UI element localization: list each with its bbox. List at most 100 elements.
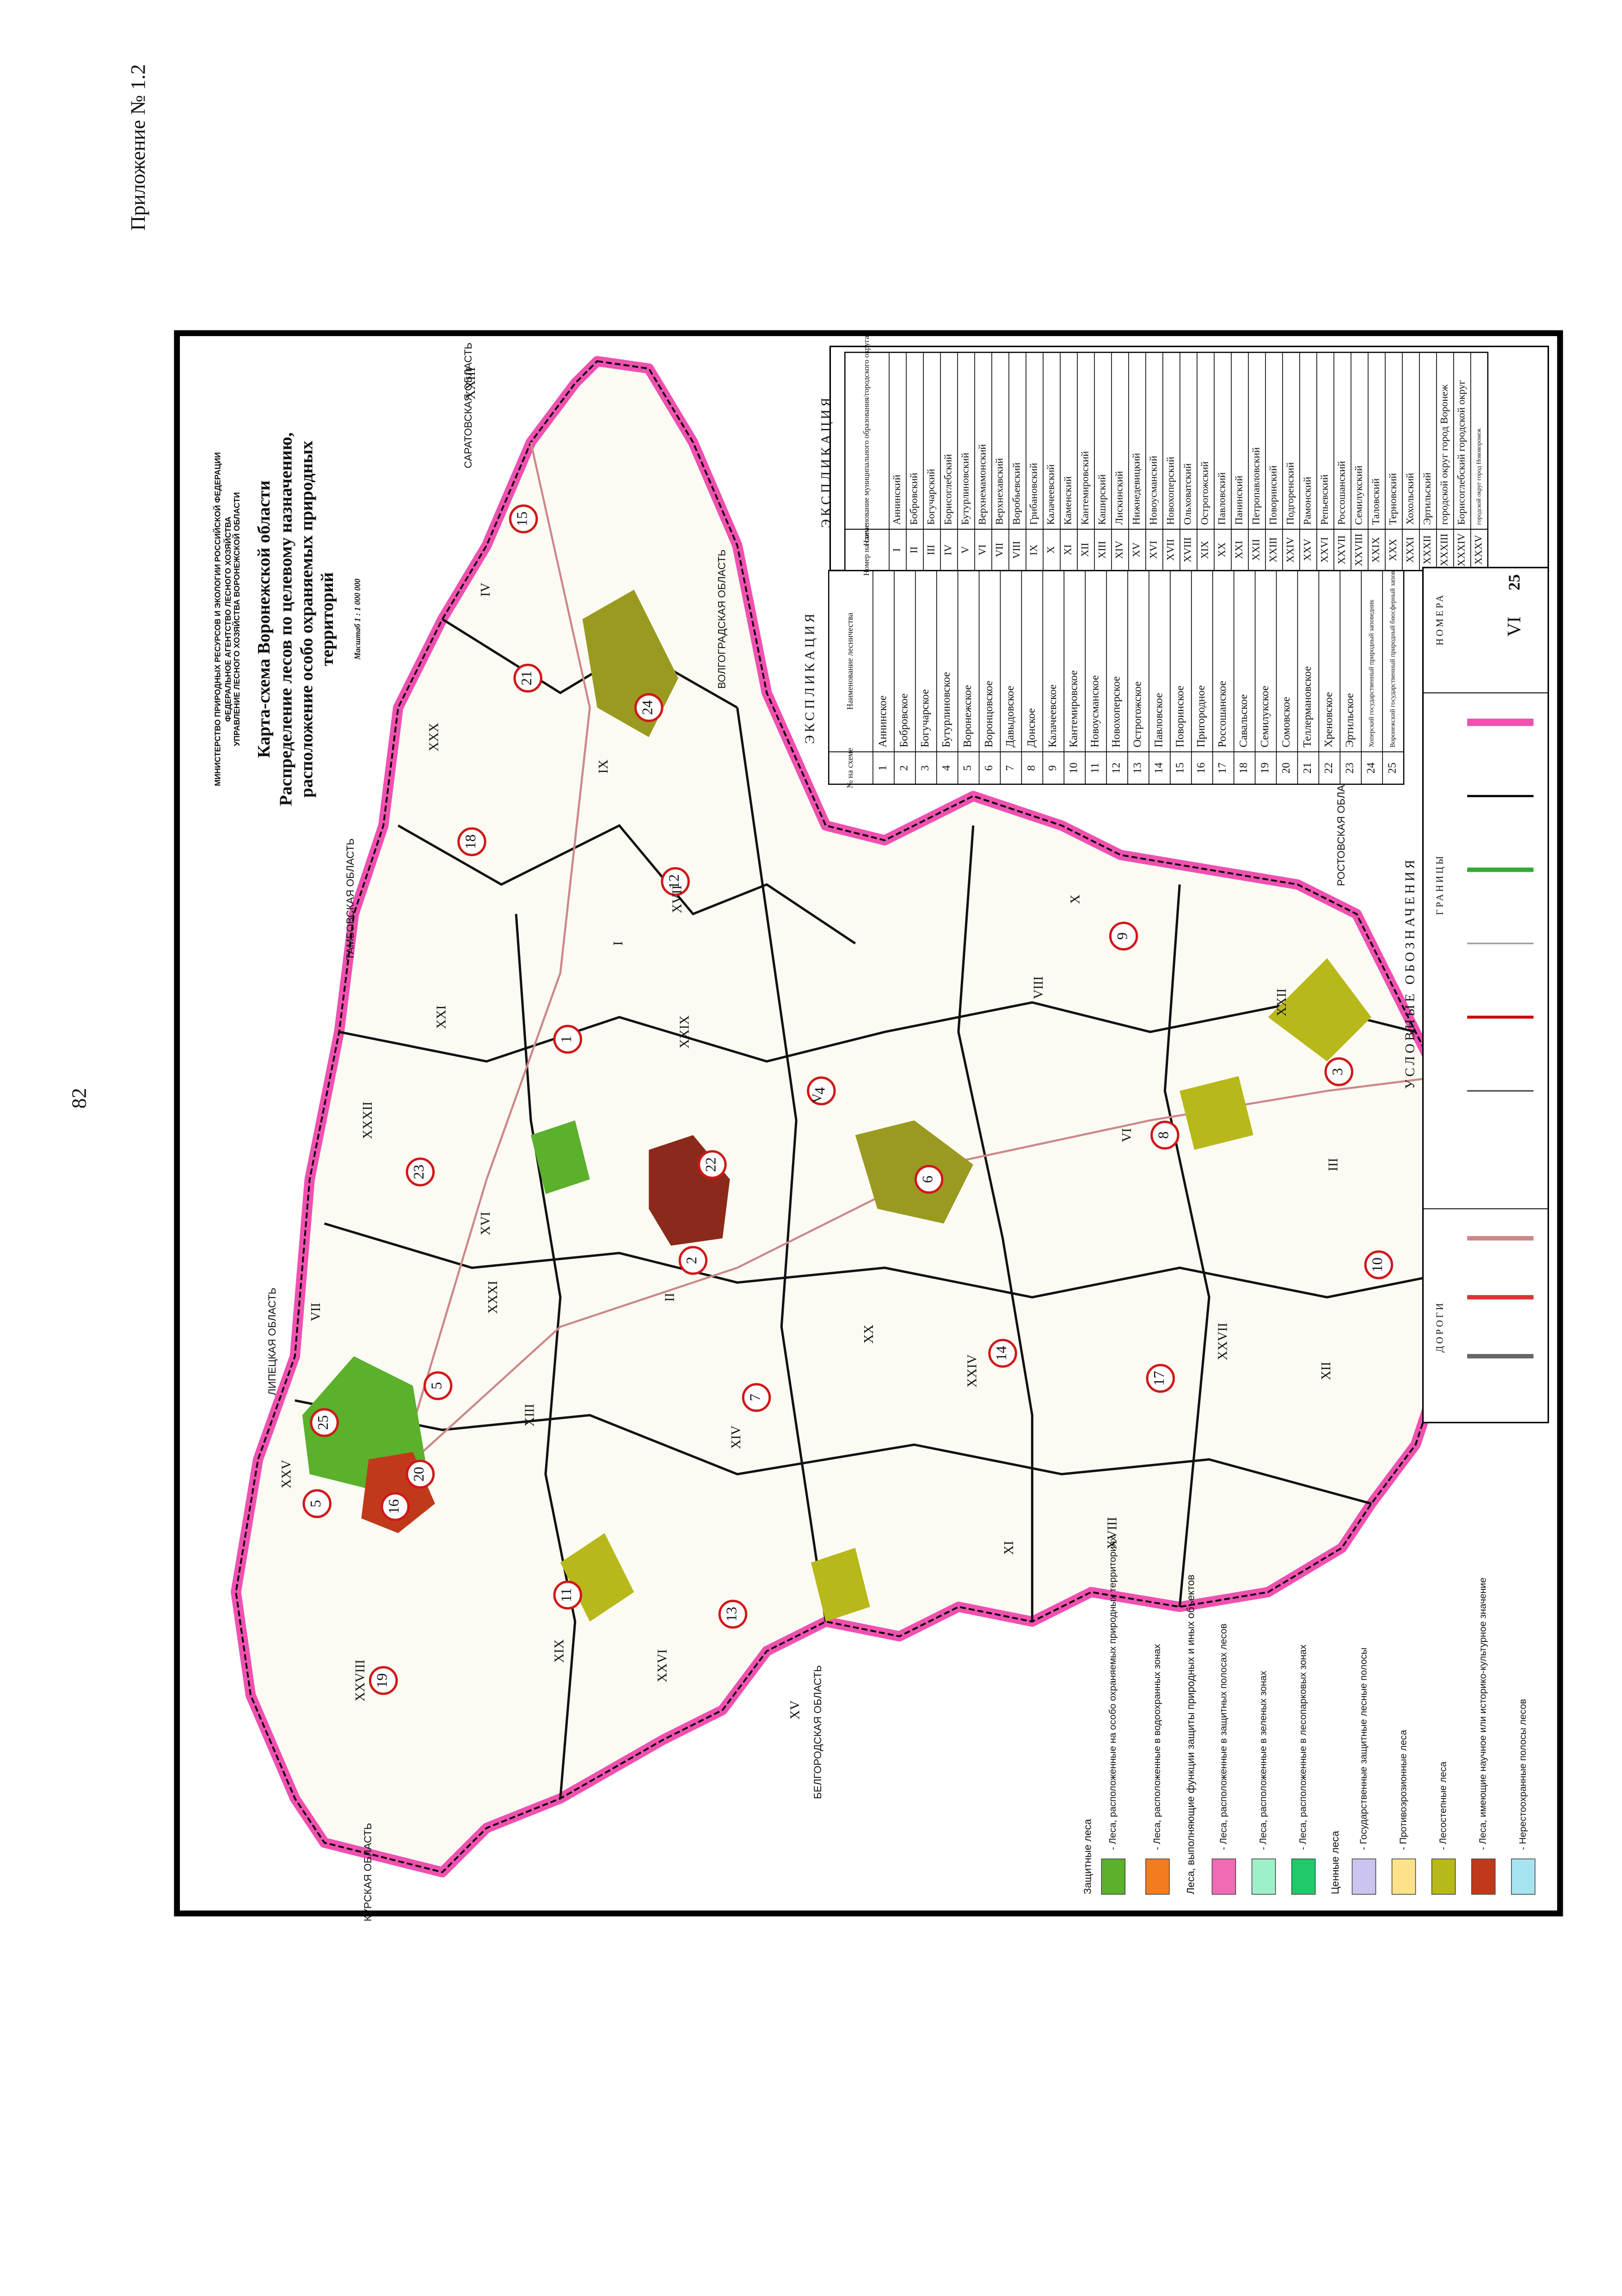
row-name: Таловский [1370,478,1381,525]
forestry-number: 6 [919,1176,935,1183]
legend-swatch [1145,1858,1170,1895]
row-name: Семилукское [1259,686,1271,747]
signs-section: ДОРОГИ [1435,1301,1445,1352]
row-name: Россошанское [1216,681,1229,747]
row-name: Терновский [1387,473,1398,525]
forestry-marker [423,1371,453,1400]
map-scale: Масштаб 1 : 1 000 000 [353,578,362,660]
row-name: Теллермановское [1302,666,1314,747]
row-name: Воробьевский [1011,462,1022,525]
row-name: Кантемировский [1079,451,1091,525]
table-title: ЭКСПЛИКАЦИЯ [819,395,834,528]
legend-swatch [1471,1858,1496,1895]
forestry-number: 13 [723,1607,739,1622]
legend-heading: Леса, выполняющие функции защиты природн… [1185,1574,1197,1894]
row-name: Воронежское [962,685,974,747]
signs-box [1422,567,1549,1424]
row-name: Бутурлиновский [959,453,971,525]
legend-label: - Леса, расположенные в водоохранных зон… [1152,1644,1162,1850]
sign-sample: VI [1503,616,1524,637]
neighbor-label: ЛИПЕЦКАЯ ОБЛАСТЬ [266,1288,278,1396]
legend-swatch [1291,1858,1316,1895]
row-number: 1 [877,765,889,771]
forestry-marker [1324,1057,1353,1086]
district-numeral: IV [478,582,493,597]
row-name: городской округ город Нововоронеж [1475,428,1482,525]
row-number: 25 [1387,763,1399,774]
legend-swatch [1352,1858,1376,1895]
row-name: Давыдовское [1004,686,1016,747]
column-header: № на схеме [845,748,854,788]
forestry-marker [1364,1250,1394,1280]
table-border [844,351,1489,571]
legend-swatch [1431,1858,1456,1895]
forestry-marker [381,1492,410,1521]
row-number: XXXIV [1455,533,1467,567]
district-numeral: XXII [1274,988,1289,1016]
sign-sample: 25 [1505,574,1523,590]
row-name: Кантемировское [1068,670,1080,747]
forestry-marker [698,1150,727,1179]
forestry-marker [406,1157,435,1187]
forestry-number: 5 [307,1500,324,1507]
district-numeral: VII [308,1303,323,1321]
column-header: Номер на схеме [862,524,871,576]
row-number: XI [1062,545,1074,556]
row-number: 15 [1174,763,1186,774]
row-name: Борисоглебский городской округ [1455,380,1467,525]
forestry-number: 2 [683,1257,700,1264]
legend-swatch [1211,1858,1236,1895]
table-title: ЭКСПЛИКАЦИЯ [803,611,817,744]
row-number: XXXV [1472,535,1484,564]
row-number: XXXI [1404,537,1415,563]
row-number: 12 [1111,763,1123,774]
forestry-number: 17 [1151,1371,1167,1386]
row-number: V [959,546,971,553]
legend-swatch [1511,1858,1536,1895]
row-name: Грибановский [1028,463,1039,525]
row-number: 18 [1238,763,1250,774]
forestry-marker [718,1599,748,1629]
row-number: 2 [898,765,910,771]
forestry-marker [988,1339,1017,1368]
forestry-number: 24 [639,700,656,715]
district-numeral: XXV [279,1460,294,1488]
row-number: III [925,545,937,555]
district-numeral: XXVII [1216,1322,1230,1360]
forestry-number: 15 [514,512,530,527]
forestry-number: 5 [428,1382,444,1390]
column-header: Наименование муниципального образования/… [862,336,871,545]
row-name: Богучарский [925,469,937,525]
row-number: X [1045,546,1057,553]
row-name: Рамонский [1301,477,1313,525]
district-numeral: VIII [1031,976,1046,999]
row-name: Нижнедевицкий [1130,453,1142,525]
signs-section: ГРАНИЦЫ [1435,854,1445,915]
district-numeral: XIX [552,1639,566,1663]
row-number: XXVII [1335,535,1347,564]
row-number: VII [994,543,1005,557]
map-title: Карта-схема Воронежской области [254,480,274,758]
neighbor-label: РОСТОВСКАЯ ОБЛАСТЬ [1335,765,1347,886]
row-name: Репьевский [1318,474,1330,525]
row-name: Хоперский государственный природный запо… [1368,600,1375,747]
signs-section: НОМЕРА [1435,593,1445,646]
forestry-number: 20 [411,1467,427,1482]
forestry-marker [513,663,542,693]
row-number: XVII [1165,539,1176,561]
row-number: XXI [1233,541,1245,559]
row-number: XIV [1113,541,1125,559]
legend-heading: Ценные леса [1329,1831,1341,1894]
district-numeral: V [810,1093,825,1103]
row-name: Каширский [1096,474,1108,525]
row-name: Новоусманский [1148,456,1159,525]
ministry-line: МИНИСТЕРСТВО ПРИРОДНЫХ РЕСУРСОВ И ЭКОЛОГ… [213,452,222,786]
legend-label: - Леса, расположенные на особо охраняемы… [1107,1536,1118,1850]
ministry-line: ФЕДЕРАЛЬНОЕ АГЕНТСТВО ЛЕСНОГО ХОЗЯЙСТВА [223,516,233,722]
district-numeral: XXVIII [353,1659,368,1702]
page-number: 82 [68,1088,91,1109]
district-numeral: XIV [729,1426,743,1449]
forestry-number: 16 [386,1499,402,1514]
signs-title: УСЛОВНЫЕ ОБОЗНАЧЕНИЯ [1403,857,1418,1089]
